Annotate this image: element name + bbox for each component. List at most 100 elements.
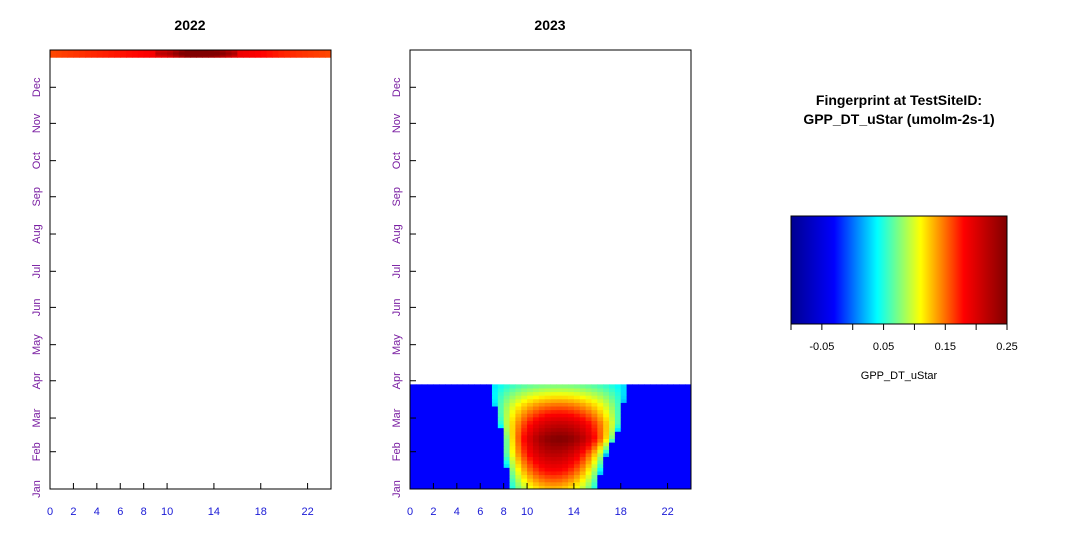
heatmap-cell [550,409,557,414]
hour-tick-label: 6 [117,506,123,518]
heatmap-cell [632,460,639,465]
heatmap-cell [137,50,145,52]
heatmap-cell [661,434,669,439]
heatmap-cell [556,406,563,411]
heatmap-cell [319,56,326,58]
heatmap-cell [562,449,569,454]
heatmap-cell [137,51,145,53]
heatmap-cell [579,387,587,393]
heatmap-cell [433,384,440,389]
heatmap-cell [650,395,657,400]
heatmap-cell [538,416,546,421]
heatmap-cell [225,56,232,58]
heatmap-cell [679,445,686,450]
heatmap-cell [521,442,528,447]
heatmap-cell [427,442,434,447]
heatmap-cell [503,474,511,479]
heatmap-cell [655,398,663,403]
heatmap-cell [532,470,540,476]
heatmap-cell [544,413,551,418]
heatmap-cell [278,56,285,58]
heatmap-cell [638,449,645,454]
heatmap-cell [73,51,80,53]
heatmap-cell [190,54,197,57]
heatmap-cell [521,474,528,479]
heatmap-cell [497,391,505,396]
heatmap-cell [568,416,575,421]
heatmap-cell [532,402,540,407]
heatmap-cell [527,424,534,429]
heatmap-cell [644,427,651,432]
heatmap-cell [603,395,610,400]
heatmap-cell [474,434,481,439]
heatmap-cell [410,431,417,436]
heatmap-cell [272,52,279,55]
heatmap-cell [196,51,203,53]
heatmap-cell [679,427,686,432]
heatmap-cell [527,474,534,479]
heatmap-cell [579,431,587,436]
heatmap-cell [685,452,692,458]
heatmap-cell [538,452,546,458]
heatmap-cell [509,431,516,436]
heatmap-cell [313,51,320,53]
heatmap-cell [415,387,423,393]
heatmap-cell [614,438,622,443]
heatmap-cell [254,54,262,57]
heatmap-cell [295,56,303,58]
heatmap-cell [609,481,616,486]
heatmap-cell [50,53,57,56]
heatmap-cell [421,431,429,436]
heatmap-cell [597,452,604,458]
heatmap-cell [491,467,499,472]
heatmap-cell [515,485,522,490]
heatmap-cell [509,456,516,461]
heatmap-cell [673,449,680,454]
heatmap-cell [644,424,651,429]
heatmap-cell [307,54,314,57]
heatmap-cell [638,427,645,432]
heatmap-cell [433,481,440,486]
heatmap-cell [620,398,628,403]
heatmap-cell [626,474,633,479]
heatmap-cell [167,56,174,58]
heatmap-cell [667,438,674,443]
heatmap-cell [550,434,557,439]
heatmap-cell [562,416,569,421]
heatmap-cell [445,449,452,454]
heatmap-cell [685,481,692,486]
heatmap-cell [597,463,604,468]
heatmap-cell [556,395,563,400]
heatmap-cell [456,445,464,450]
heatmap-cell [468,402,475,407]
heatmap-cell [532,420,540,425]
heatmap-cell [614,456,622,461]
heatmap-cell [638,442,645,447]
heatmap-cell [626,402,633,407]
heatmap-cell [486,424,493,429]
heatmap-cell [290,51,297,53]
heatmap-cell [456,391,464,396]
heatmap-cell [667,449,674,454]
heatmap-cell [667,391,674,396]
heatmap-cell [503,445,511,450]
heatmap-cell [497,402,505,407]
heatmap-cell [544,438,551,443]
heatmap-cell [585,387,592,393]
heatmap-cell [568,391,575,396]
heatmap-cell [644,442,651,447]
heatmap-cell [532,438,540,443]
heatmap-cell [632,452,639,458]
heatmap-cell [509,449,516,454]
heatmap-cell [474,409,481,414]
heatmap-cell [579,398,587,403]
heatmap-cell [673,431,680,436]
heatmap-cell [486,413,493,418]
heatmap-cell [325,56,332,58]
heatmap-cell [685,387,692,393]
heatmap-cell [626,416,633,421]
heatmap-cell [585,452,592,458]
heatmap-cell [527,395,534,400]
heatmap-cell [486,442,493,447]
heatmap-cell [532,463,540,468]
